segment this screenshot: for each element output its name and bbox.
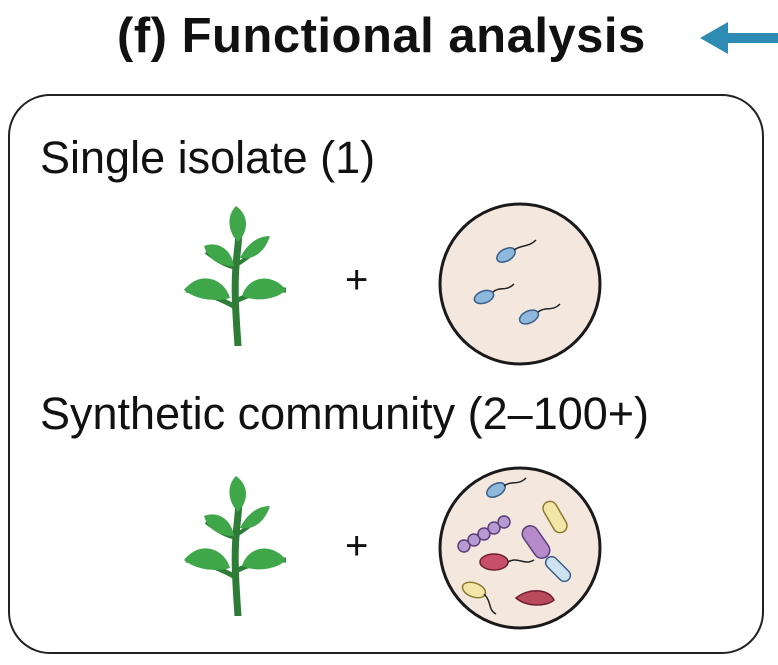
plant-icon: [184, 206, 287, 346]
single-isolate-label: Single isolate (1): [40, 132, 376, 183]
figure-header: (f) Functional analysis: [0, 2, 778, 72]
plus-operator: +: [345, 524, 369, 568]
figure-title: (f) Functional analysis: [117, 9, 646, 63]
bacteria-icon: [473, 239, 561, 325]
synthetic-community-label: Synthetic community (2–100+): [40, 388, 650, 439]
bacteria-icon: [457, 477, 572, 615]
arrow-left-icon: [700, 22, 778, 54]
functional-analysis-panel: [8, 94, 764, 654]
petri-dish-icon: [438, 202, 602, 366]
plus-operator: +: [345, 258, 369, 302]
plant-icon: [184, 476, 287, 616]
petri-dish-icon: [438, 466, 602, 630]
